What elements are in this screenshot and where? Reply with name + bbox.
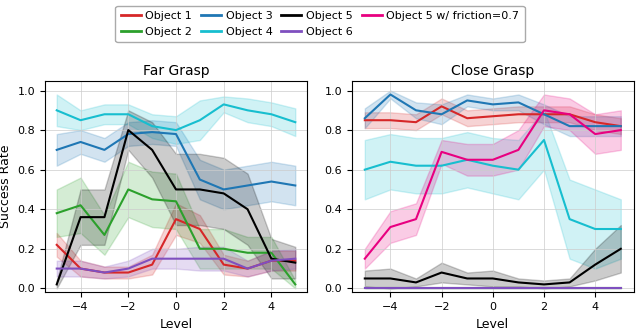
Legend: Object 1, Object 2, Object 3, Object 4, Object 5, Object 6, Object 5 w/ friction: Object 1, Object 2, Object 3, Object 4, … — [115, 6, 525, 42]
X-axis label: Level: Level — [159, 318, 193, 331]
Title: Far Grasp: Far Grasp — [143, 64, 209, 78]
X-axis label: Level: Level — [476, 318, 509, 331]
Y-axis label: Success Rate: Success Rate — [0, 145, 12, 228]
Title: Close Grasp: Close Grasp — [451, 64, 534, 78]
